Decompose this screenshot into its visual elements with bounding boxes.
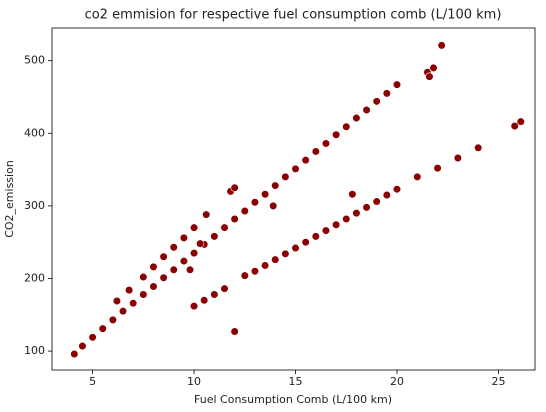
y-tick-label: 200	[24, 272, 45, 285]
point	[220, 284, 229, 293]
point	[437, 41, 446, 50]
point	[516, 117, 525, 126]
point	[332, 130, 341, 139]
point	[425, 72, 434, 81]
point	[321, 226, 331, 235]
point	[362, 105, 371, 115]
point	[189, 223, 199, 232]
point	[332, 220, 341, 229]
point	[88, 333, 97, 342]
point	[108, 315, 117, 324]
point	[230, 183, 239, 192]
point	[342, 122, 351, 131]
point	[352, 113, 361, 123]
point	[118, 307, 128, 316]
point	[230, 327, 239, 336]
point	[321, 139, 331, 148]
point	[230, 214, 239, 224]
point	[271, 255, 280, 264]
point	[362, 203, 371, 212]
point	[453, 153, 462, 163]
point	[250, 198, 260, 207]
point	[189, 302, 199, 311]
point	[413, 172, 422, 181]
point	[291, 243, 300, 253]
y-tick-label: 100	[24, 344, 45, 357]
point	[139, 290, 148, 299]
point	[510, 121, 519, 131]
point	[342, 214, 351, 224]
point	[169, 243, 178, 252]
point	[382, 190, 391, 200]
point	[240, 206, 249, 216]
y-tick-label: 400	[24, 126, 45, 139]
y-tick-label: 500	[24, 54, 45, 67]
point	[179, 256, 189, 266]
point	[149, 282, 158, 291]
point	[125, 286, 134, 295]
point	[382, 89, 391, 98]
point	[250, 267, 260, 276]
point	[429, 63, 438, 73]
point	[210, 232, 219, 241]
point	[70, 349, 79, 359]
point	[271, 181, 280, 190]
x-tick-label: 15	[289, 375, 303, 388]
point	[260, 190, 270, 199]
point	[311, 147, 320, 156]
point	[281, 172, 290, 181]
y-tick-label: 300	[24, 199, 45, 212]
y-axis-label: CO2_emission	[3, 160, 16, 238]
point	[301, 156, 310, 165]
point	[179, 233, 189, 242]
point	[189, 248, 199, 258]
point	[281, 249, 290, 258]
point	[139, 272, 148, 282]
point	[260, 261, 270, 270]
point	[112, 296, 122, 306]
x-tick-label: 5	[89, 375, 96, 388]
point	[185, 265, 195, 274]
point	[348, 190, 357, 199]
point	[196, 239, 205, 248]
point	[240, 271, 249, 280]
point	[392, 185, 402, 194]
x-tick-label: 20	[390, 375, 404, 388]
point	[433, 164, 442, 173]
point	[98, 324, 107, 333]
point	[220, 223, 229, 232]
point	[392, 80, 402, 89]
point	[149, 262, 158, 271]
point	[372, 197, 381, 206]
point	[78, 341, 87, 351]
point	[352, 209, 361, 218]
point	[200, 296, 209, 305]
point	[474, 143, 483, 152]
plot-frame	[51, 27, 536, 371]
x-tick-label: 10	[187, 375, 201, 388]
point	[269, 201, 278, 210]
point	[159, 273, 168, 282]
x-tick-label: 25	[491, 375, 505, 388]
point	[372, 97, 381, 106]
point	[159, 252, 168, 261]
point	[202, 210, 211, 219]
point	[291, 164, 300, 173]
chart-title: co2 emmision for respective fuel consump…	[85, 8, 502, 23]
point	[210, 290, 219, 299]
point	[129, 299, 138, 308]
point	[169, 265, 178, 274]
point	[311, 232, 320, 241]
point	[301, 238, 310, 247]
x-axis-label: Fuel Consumption Comb (L/100 km)	[194, 393, 392, 406]
